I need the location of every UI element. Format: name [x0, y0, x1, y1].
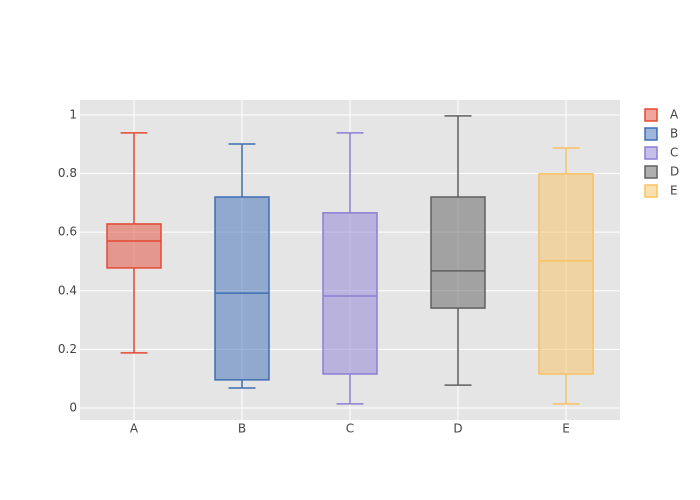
- box: [106, 223, 162, 269]
- legend-swatch[interactable]: [644, 108, 658, 122]
- y-tick-label: 0.8: [58, 166, 77, 180]
- y-tick-label: 0.4: [58, 283, 77, 297]
- legend-label[interactable]: C: [670, 146, 678, 160]
- y-tick-label: 0: [69, 400, 77, 414]
- legend-label[interactable]: A: [670, 108, 679, 122]
- box: [322, 212, 378, 375]
- y-tick-label: 1: [69, 107, 77, 121]
- x-tick-label: E: [562, 422, 570, 436]
- legend-label[interactable]: E: [670, 184, 678, 198]
- y-tick-label: 0.2: [58, 342, 77, 356]
- legend-swatch[interactable]: [644, 165, 658, 179]
- legend-label[interactable]: D: [670, 165, 679, 179]
- x-tick-label: D: [453, 422, 462, 436]
- box: [538, 173, 594, 375]
- legend-swatch[interactable]: [644, 127, 658, 141]
- x-tick-label: B: [238, 422, 246, 436]
- legend-swatch[interactable]: [644, 146, 658, 160]
- y-tick-label: 0.6: [58, 225, 77, 239]
- box: [214, 196, 270, 381]
- legend-label[interactable]: B: [670, 127, 678, 141]
- legend-swatch[interactable]: [644, 184, 658, 198]
- x-tick-label: A: [130, 422, 139, 436]
- box: [430, 196, 486, 309]
- x-tick-label: C: [346, 422, 354, 436]
